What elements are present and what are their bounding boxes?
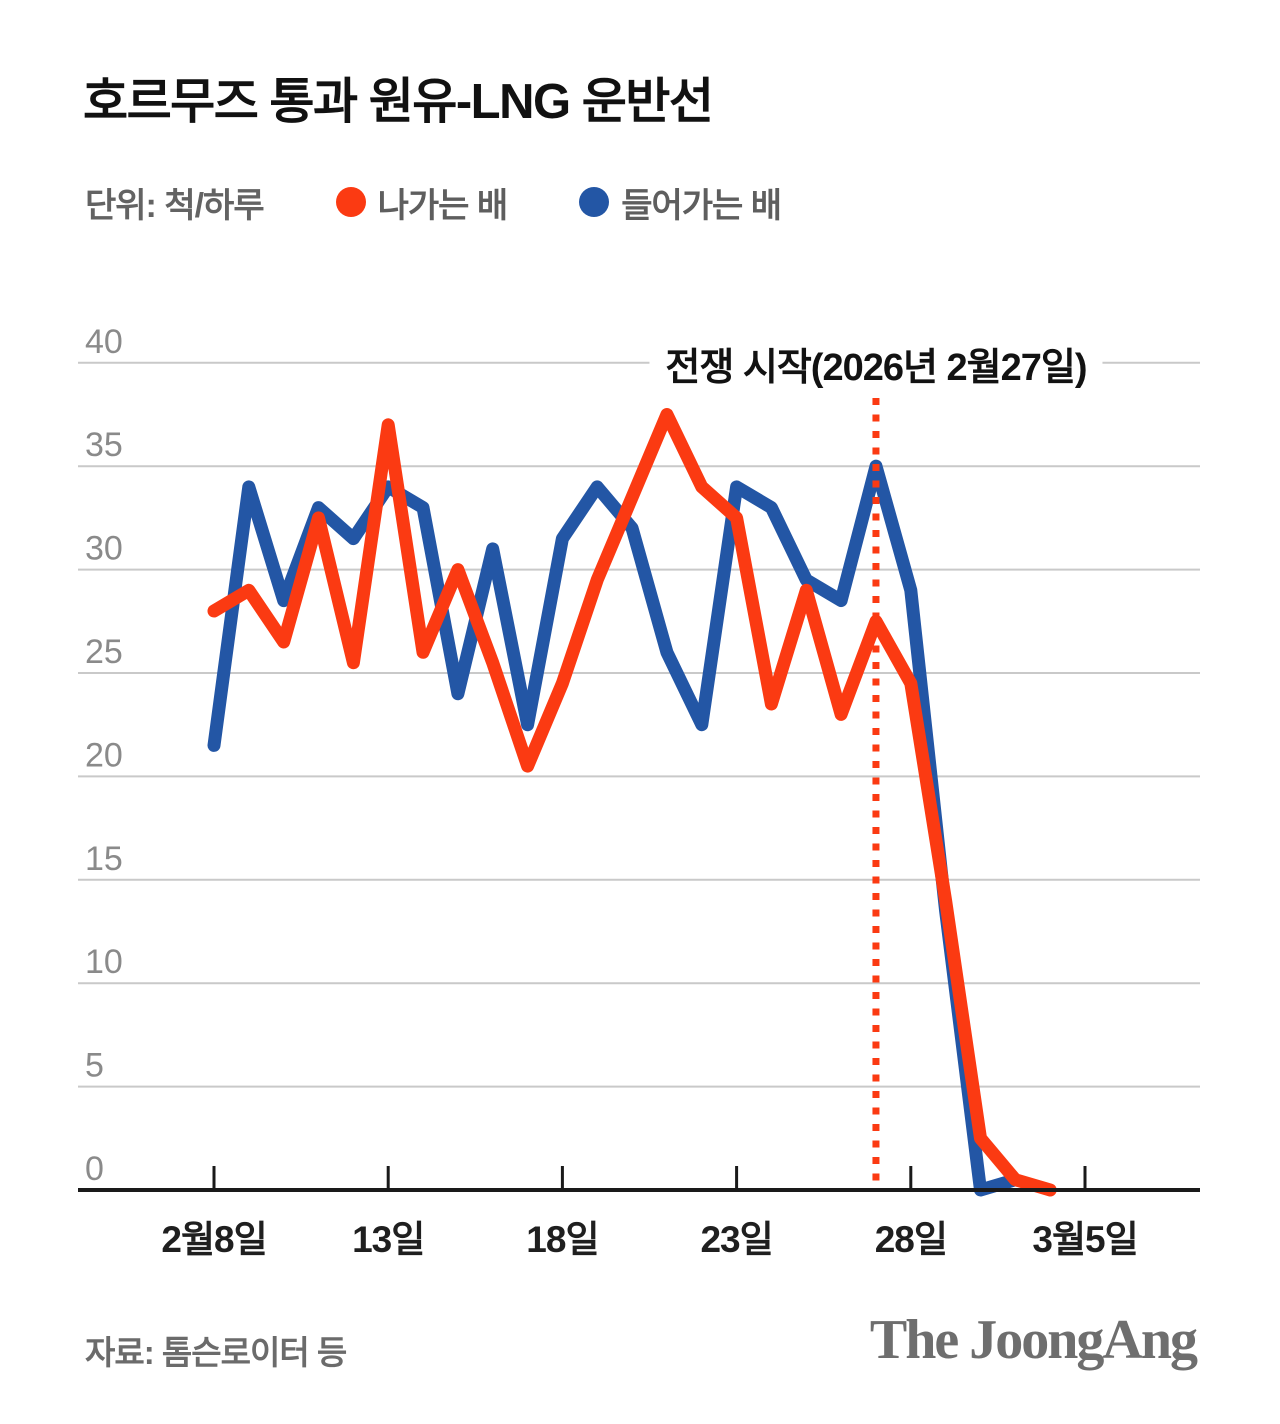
legend: 단위: 척/하루 나가는 배 들어가는 배 [85,178,782,227]
x-axis-label: 13일 [352,1219,424,1260]
y-axis-label: 10 [85,943,123,981]
y-axis-label: 20 [85,736,123,774]
source-credit: 자료: 톰슨로이터 등 [85,1334,347,1371]
y-axis-label: 40 [85,323,123,361]
y-axis-label: 35 [85,426,123,464]
x-axis-label: 23일 [700,1219,772,1260]
legend-label-outgoing: 나가는 배 [377,186,509,225]
y-axis-label: 5 [85,1047,104,1085]
y-axis-label: 25 [85,633,123,671]
y-axis-label: 15 [85,840,123,878]
war-start-annotation: 전쟁 시작(2026년 2월27일) [649,336,1103,391]
incoming-series-dot-icon [579,187,610,217]
incoming-ships-line [207,459,1022,1197]
x-axis-label: 28일 [875,1219,947,1260]
outgoing-ships-line [207,408,1057,1197]
unit-label: 단위: 척/하루 [85,186,265,225]
x-axis-label: 3월5일 [1032,1219,1137,1260]
x-axis-label: 2월8일 [161,1219,266,1260]
x-axis-label: 18일 [526,1219,598,1260]
legend-item-incoming: 들어가는 배 [579,178,782,227]
legend-item-outgoing: 나가는 배 [335,178,509,227]
legend-label-incoming: 들어가는 배 [621,186,782,225]
chart-title: 호르무즈 통과 원유-LNG 운반선 [83,75,714,129]
joongang-logo: The JoongAng [869,1309,1198,1371]
outgoing-series-dot-icon [335,187,366,217]
y-axis-label: 0 [85,1150,104,1188]
y-axis-label: 30 [85,530,123,568]
